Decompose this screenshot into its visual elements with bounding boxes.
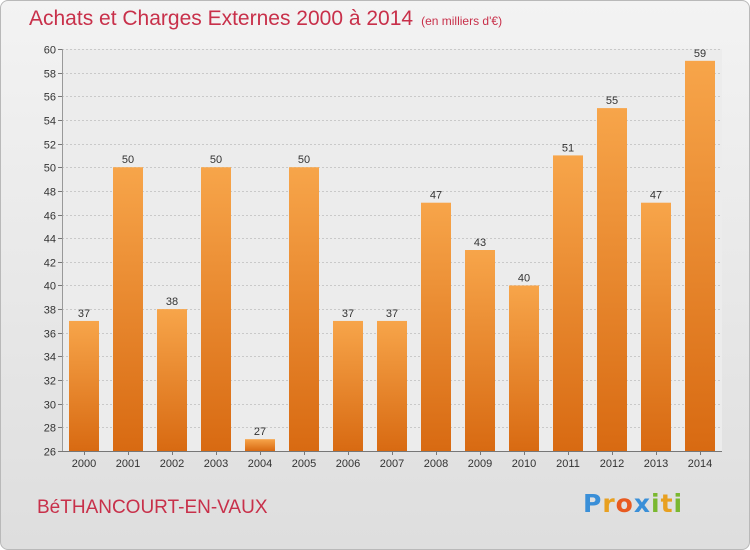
bar xyxy=(553,155,583,452)
x-tick-label: 2006 xyxy=(336,458,360,470)
chart-title-text: Achats et Charges Externes 2000 à 2014 xyxy=(29,7,414,30)
y-tick-label: 28 xyxy=(44,423,56,435)
x-tick-label: 2011 xyxy=(556,458,580,470)
y-tick-label: 34 xyxy=(44,352,56,364)
y-tick-label: 60 xyxy=(44,45,56,57)
logo-letter: t xyxy=(660,489,674,518)
x-tick-label: 2002 xyxy=(160,458,184,470)
logo-letter: i xyxy=(651,489,661,518)
bar xyxy=(685,60,715,452)
bar-value-label: 37 xyxy=(342,308,354,320)
x-tick-label: 2010 xyxy=(512,458,536,470)
y-tick-label: 42 xyxy=(44,258,56,270)
bar-value-label: 40 xyxy=(518,272,530,284)
logo-letter: P xyxy=(583,489,603,518)
x-axis: 2000 2001 2002 2003 2004 2005 2006 2007 2008 2009… xyxy=(72,451,712,470)
y-tick-label: 40 xyxy=(44,281,56,293)
bar-value-label: 38 xyxy=(166,296,178,308)
y-tick-label: 36 xyxy=(44,329,56,341)
bar-value-label: 51 xyxy=(562,142,574,154)
bar xyxy=(157,309,187,451)
bar-value-label: 50 xyxy=(210,154,222,166)
bar xyxy=(509,285,539,451)
x-tick-label: 2008 xyxy=(424,458,448,470)
x-tick-label: 2009 xyxy=(468,458,492,470)
bar-value-label: 43 xyxy=(474,237,486,249)
x-tick-label: 2013 xyxy=(644,458,668,470)
y-tick-label: 58 xyxy=(44,69,56,81)
x-tick-label: 2001 xyxy=(116,458,140,470)
y-tick-label: 46 xyxy=(44,211,56,223)
y-tick-label: 56 xyxy=(44,92,56,104)
bar-value-label: 47 xyxy=(650,190,662,202)
logo-letter: o xyxy=(615,489,634,518)
x-tick-label: 2007 xyxy=(380,458,404,470)
bar-value-label: 37 xyxy=(78,308,90,320)
y-tick-label: 32 xyxy=(44,376,56,388)
y-tick-label: 26 xyxy=(44,447,56,459)
x-tick-label: 2005 xyxy=(292,458,316,470)
logo-letter: x xyxy=(633,489,651,518)
bar xyxy=(597,108,627,451)
logo-letter: i xyxy=(673,489,684,518)
chart-subtitle: (en milliers d'€) xyxy=(421,14,503,28)
chart-title: Achats et Charges Externes 2000 à 2014 (e… xyxy=(29,7,502,31)
y-tick-label: 38 xyxy=(44,305,56,317)
bar-value-label: 59 xyxy=(694,48,706,60)
bar xyxy=(289,167,319,451)
y-axis: 26 28 30 32 34 36 38 40 42 44 46 48 50 52 54 56 58 60 xyxy=(44,45,62,459)
x-tick-label: 2012 xyxy=(600,458,624,470)
y-tick-label: 50 xyxy=(44,163,56,175)
bar xyxy=(421,202,451,451)
bar xyxy=(201,167,231,451)
bar-value-label: 50 xyxy=(298,154,310,166)
x-tick-label: 2004 xyxy=(248,458,272,470)
bar xyxy=(245,439,275,451)
x-tick-label: 2003 xyxy=(204,458,228,470)
y-tick-label: 30 xyxy=(44,400,56,412)
bar xyxy=(377,320,407,451)
x-tick-label: 2014 xyxy=(688,458,712,470)
bar-value-label: 47 xyxy=(430,190,442,202)
bar xyxy=(641,202,671,451)
y-tick-label: 48 xyxy=(44,187,56,199)
bar-value-label: 37 xyxy=(386,308,398,320)
bar xyxy=(113,167,143,451)
bar-value-label: 55 xyxy=(606,95,618,107)
proxiti-logo: Proxiti xyxy=(583,489,683,518)
bar-value-label: 27 xyxy=(254,426,266,438)
logo-letter: r xyxy=(602,489,616,518)
y-tick-label: 52 xyxy=(44,140,56,152)
bar xyxy=(465,250,495,451)
x-tick-label: 2000 xyxy=(72,458,96,470)
bars: 37 50 38 50 27 50 37 37 47 43 40 51 55 47 59 xyxy=(69,48,715,452)
bar xyxy=(69,320,99,451)
y-tick-label: 44 xyxy=(44,234,56,246)
bar-value-label: 50 xyxy=(122,154,134,166)
commune-name: BéTHANCOURT-EN-VAUX xyxy=(37,497,268,518)
bar xyxy=(333,320,363,451)
y-tick-label: 54 xyxy=(44,116,56,128)
